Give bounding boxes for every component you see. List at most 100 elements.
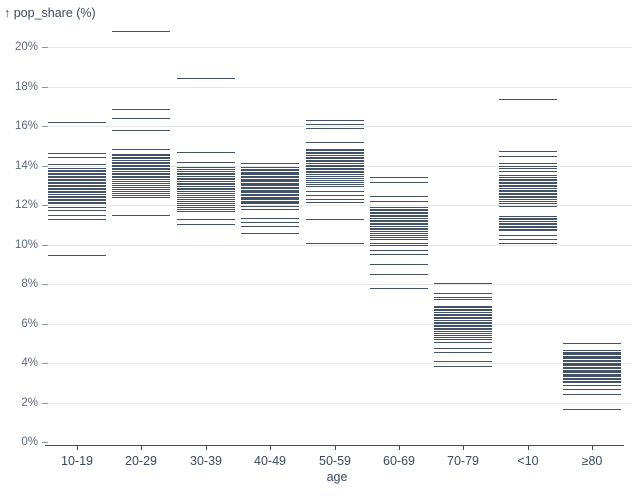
tick-mark: [112, 162, 170, 163]
x-tick-label: 50-59: [319, 454, 351, 468]
tick-mark: [306, 120, 364, 121]
tick-mark: [306, 166, 364, 167]
tick-mark: [306, 153, 364, 154]
y-tick-label: 8%: [21, 278, 38, 290]
tick-mark: [563, 360, 621, 361]
tick-mark: [370, 210, 428, 211]
tick-mark: [241, 185, 299, 186]
tick-mark: [499, 166, 557, 167]
tick-mark: [434, 310, 492, 311]
tick-mark: [499, 183, 557, 184]
tick-mark: [434, 342, 492, 343]
tick-mark: [48, 215, 106, 216]
tick-mark: [112, 174, 170, 175]
tick-mark: [370, 228, 428, 229]
tick-mark: [499, 180, 557, 181]
tick-mark: [48, 180, 106, 181]
tick-mark: [370, 218, 428, 219]
tick-mark: [370, 209, 428, 210]
tick-mark: [306, 176, 364, 177]
tick-mark: [112, 149, 170, 150]
tick-mark: [499, 229, 557, 230]
tick-mark: [563, 374, 621, 375]
x-axis-tick: [399, 445, 400, 450]
tick-mark: [112, 163, 170, 164]
tick-mark: [499, 230, 557, 231]
tick-mark: [306, 155, 364, 156]
tick-mark: [563, 381, 621, 382]
tick-mark: [499, 226, 557, 227]
x-axis-title: age: [326, 470, 348, 484]
tick-mark: [499, 179, 557, 180]
tick-mark: [112, 158, 170, 159]
y-grid-line: [45, 403, 632, 404]
tick-mark: [563, 409, 621, 410]
x-tick-label: 10-19: [61, 454, 93, 468]
tick-mark: [370, 226, 428, 227]
tick-mark: [499, 151, 557, 152]
tick-mark: [112, 157, 170, 158]
tick-mark: [177, 173, 235, 174]
tick-mark: [241, 226, 299, 227]
tick-mark: [241, 180, 299, 181]
tick-mark: [177, 169, 235, 170]
tick-mark: [177, 205, 235, 206]
tick-mark: [370, 201, 428, 202]
tick-mark: [499, 194, 557, 195]
tick-mark: [563, 378, 621, 379]
tick-mark: [48, 179, 106, 180]
tick-mark: [434, 314, 492, 315]
tick-mark: [370, 221, 428, 222]
tick-mark: [499, 156, 557, 157]
tick-mark: [434, 323, 492, 324]
tick-mark: [306, 171, 364, 172]
tick-mark: [177, 224, 235, 225]
tick-mark: [306, 150, 364, 151]
tick-mark: [112, 130, 170, 131]
tick-mark: [177, 181, 235, 182]
y-grid-line: [45, 47, 632, 48]
tick-mark: [48, 122, 106, 123]
tick-mark: [112, 215, 170, 216]
tick-mark: [112, 176, 170, 177]
tick-mark: [48, 157, 106, 158]
tick-mark: [499, 171, 557, 172]
tick-mark: [434, 361, 492, 362]
tick-mark: [499, 235, 557, 236]
tick-mark: [563, 379, 621, 380]
tick-mark: [499, 206, 557, 207]
tick-mark: [370, 182, 428, 183]
tick-mark: [306, 174, 364, 175]
y-grid-line: [45, 363, 632, 364]
tick-mark: [370, 220, 428, 221]
tick-mark: [563, 352, 621, 353]
tick-mark: [241, 192, 299, 193]
tick-mark: [306, 182, 364, 183]
tick-mark: [434, 315, 492, 316]
tick-mark: [112, 187, 170, 188]
tick-mark: [499, 218, 557, 219]
tick-mark: [563, 365, 621, 366]
x-axis-tick: [463, 445, 464, 450]
tick-mark: [434, 335, 492, 336]
tick-mark: [499, 186, 557, 187]
tick-mark: [48, 185, 106, 186]
tick-mark: [499, 177, 557, 178]
tick-mark: [306, 191, 364, 192]
y-axis-tick: [42, 442, 48, 443]
tick-mark: [499, 175, 557, 176]
tick-mark: [370, 207, 428, 208]
x-axis-tick: [206, 445, 207, 450]
tick-mark: [563, 353, 621, 354]
x-axis-tick: [77, 445, 78, 450]
tick-mark: [434, 352, 492, 353]
y-axis-tick: [42, 166, 48, 167]
tick-mark: [112, 166, 170, 167]
tick-mark: [499, 163, 557, 164]
tick-mark: [177, 183, 235, 184]
y-tick-label: 4%: [21, 357, 38, 369]
tick-mark: [306, 178, 364, 179]
tick-mark: [48, 199, 106, 200]
tick-mark: [434, 293, 492, 294]
tick-mark: [48, 168, 106, 169]
